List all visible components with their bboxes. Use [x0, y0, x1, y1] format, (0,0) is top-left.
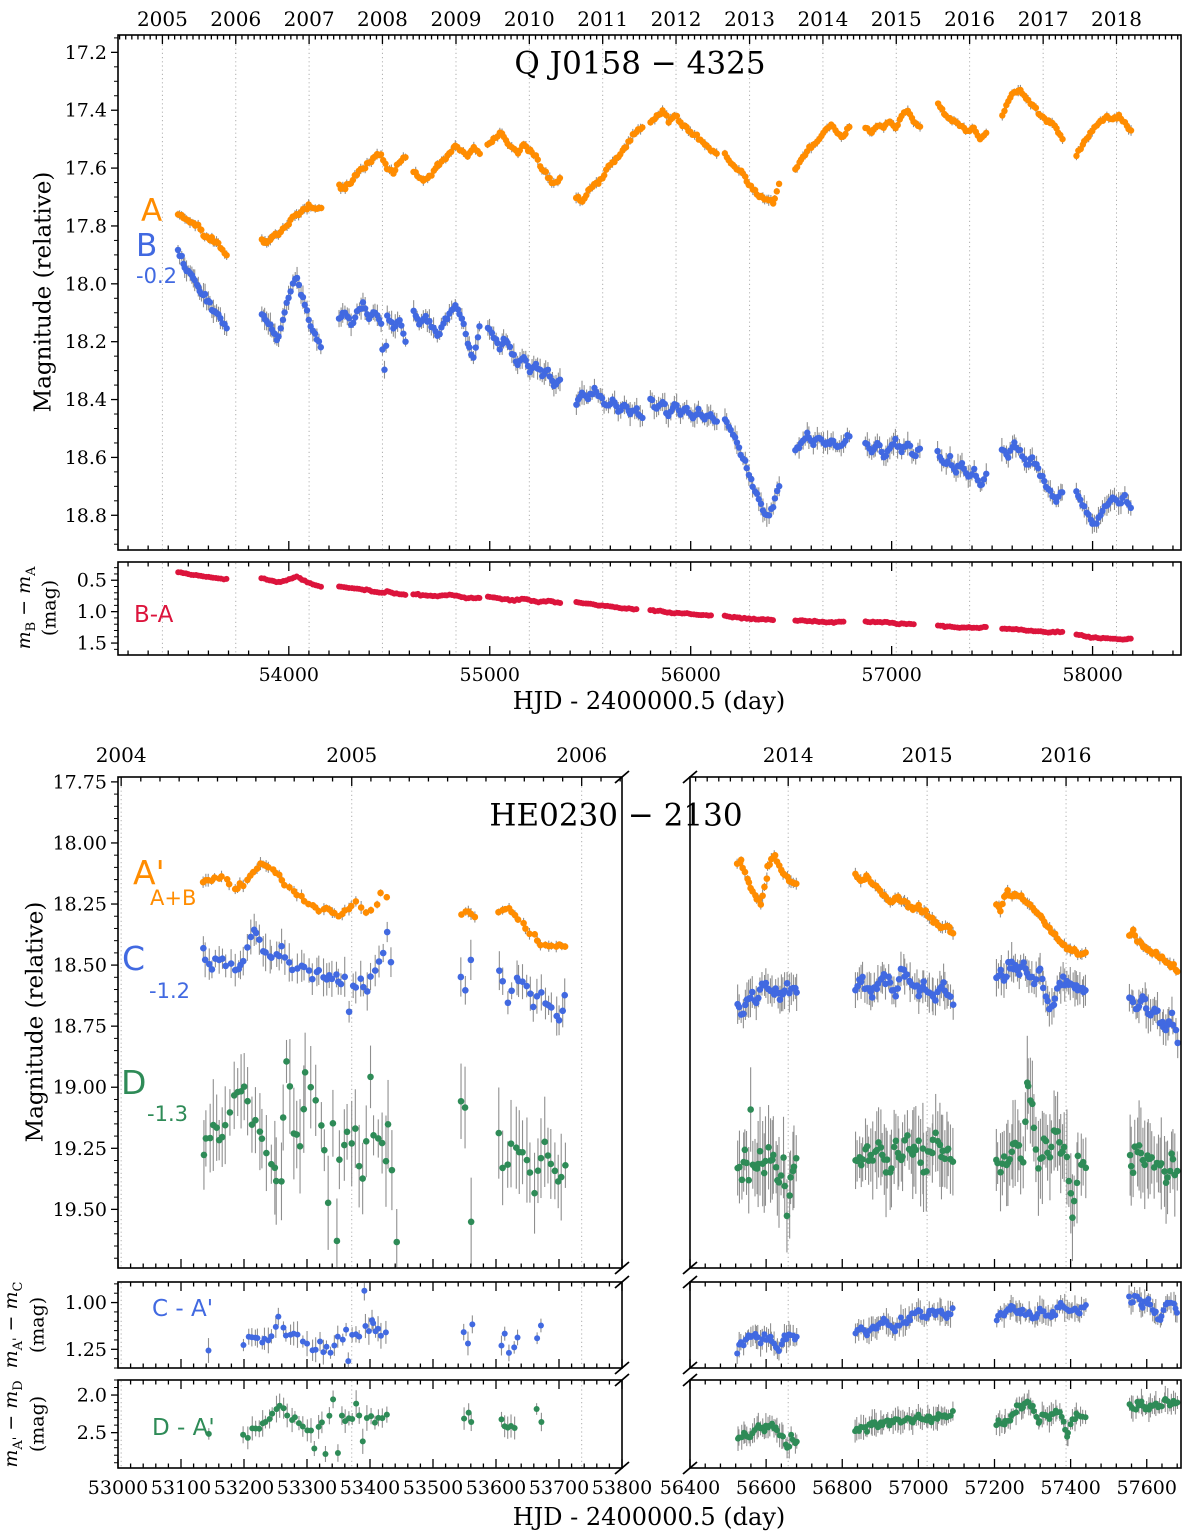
svg-text:56000: 56000 [660, 664, 720, 686]
svg-text:18.8: 18.8 [65, 505, 107, 527]
svg-text:18.75: 18.75 [53, 1016, 107, 1038]
fig1-series-A-label: A [141, 193, 163, 229]
svg-text:2006: 2006 [210, 7, 261, 31]
svg-text:17.8: 17.8 [65, 215, 107, 237]
svg-text:18.6: 18.6 [65, 447, 107, 469]
svg-text:19.50: 19.50 [53, 1199, 107, 1221]
svg-text:55000: 55000 [460, 664, 520, 686]
svg-text:18.50: 18.50 [53, 955, 107, 977]
svg-text:2015: 2015 [871, 7, 922, 31]
svg-text:18.0: 18.0 [65, 273, 107, 295]
fig2-diffD-label: D - A' [152, 1415, 215, 1441]
fig2-diffD-y-axis-label-unit: (mag) [26, 1395, 49, 1453]
svg-text:2009: 2009 [431, 7, 482, 31]
fig2-series-D-label: D [121, 1063, 147, 1102]
fig1-series-B-label: B [136, 228, 158, 264]
svg-text:17.2: 17.2 [65, 42, 107, 64]
svg-text:0.5: 0.5 [77, 570, 107, 592]
fig2-series-Aprime-label: A' [133, 853, 165, 892]
svg-text:57000: 57000 [861, 664, 921, 686]
svg-text:2008: 2008 [357, 7, 408, 31]
svg-text:1.25: 1.25 [65, 1339, 107, 1361]
fig2-series-C-offset-label: -1.2 [149, 979, 190, 1003]
svg-text:19.25: 19.25 [53, 1138, 107, 1160]
svg-text:2014: 2014 [797, 7, 848, 31]
svg-text:18.4: 18.4 [65, 389, 107, 411]
fig2-x-axis-label: HJD - 2400000.5 (day) [512, 1503, 786, 1531]
fig1-series-B-offset-label: -0.2 [136, 264, 177, 288]
svg-text:2012: 2012 [651, 7, 702, 31]
fig2-title: HE0230 − 2130 [489, 797, 743, 834]
svg-text:2017: 2017 [1018, 7, 1069, 31]
fig1-diff-label: B-A [134, 602, 174, 628]
svg-text:18.25: 18.25 [53, 894, 107, 916]
fig1-x-axis-label: HJD - 2400000.5 (day) [512, 687, 786, 715]
svg-text:18.2: 18.2 [65, 331, 107, 353]
fig1-diff-y-axis-label-math: mB − mA [13, 566, 39, 650]
fig2-series-Aprime-sub-label: A+B [150, 886, 197, 910]
fig2-diffC-y-axis-label-math: mA' − mC [0, 1281, 26, 1369]
svg-text:2010: 2010 [504, 7, 555, 31]
fig2-series-D-offset-label: -1.3 [147, 1102, 188, 1126]
svg-text:58000: 58000 [1062, 664, 1122, 686]
svg-text:1.00: 1.00 [65, 1292, 107, 1314]
fig1-y-axis-label: Magnitude (relative) [30, 171, 57, 413]
fig2-diffD-y-axis-label-math: mA' − mD [0, 1380, 26, 1468]
svg-text:17.75: 17.75 [53, 771, 107, 793]
svg-text:1.0: 1.0 [77, 601, 107, 623]
fig1-title: Q J0158 − 4325 [514, 45, 766, 82]
svg-text:18.00: 18.00 [53, 832, 107, 854]
fig2-series-C-label: C [122, 939, 146, 978]
svg-text:17.6: 17.6 [65, 158, 107, 180]
fig2-diffC-y-axis-label-unit: (mag) [26, 1296, 49, 1354]
svg-text:2016: 2016 [944, 7, 995, 31]
svg-text:2013: 2013 [724, 7, 775, 31]
svg-text:19.00: 19.00 [53, 1077, 107, 1099]
svg-text:2007: 2007 [284, 7, 335, 31]
fig2-y-axis-label: Magnitude (relative) [22, 901, 49, 1143]
svg-text:2018: 2018 [1091, 7, 1142, 31]
fig2-diffC-label: C - A' [152, 1296, 214, 1322]
svg-text:2005: 2005 [137, 7, 188, 31]
svg-text:54000: 54000 [259, 664, 319, 686]
fig1-diff-y-axis-label-unit: (mag) [38, 579, 61, 637]
svg-text:2011: 2011 [577, 7, 628, 31]
svg-text:17.4: 17.4 [65, 100, 107, 122]
svg-text:1.5: 1.5 [77, 633, 107, 655]
